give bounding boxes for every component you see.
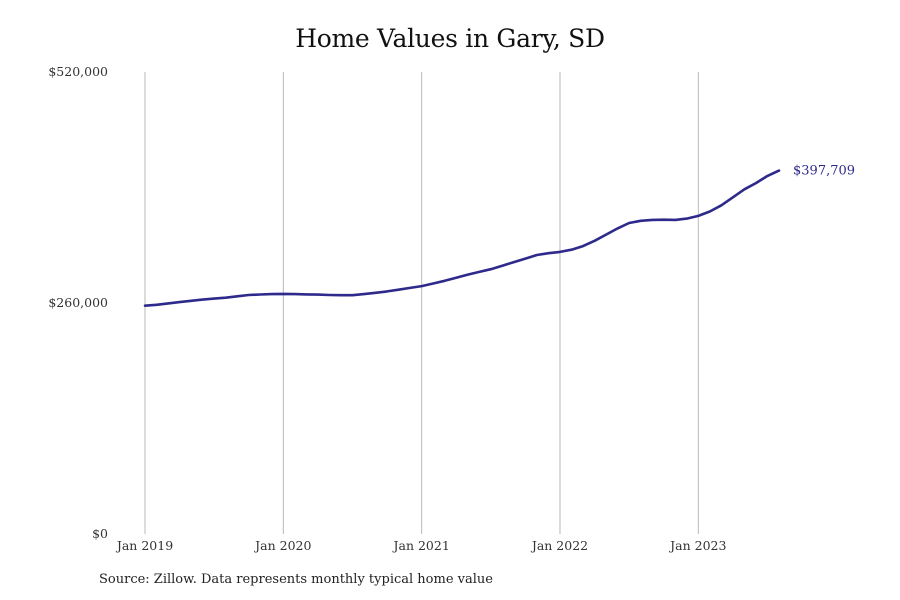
x-tick-label: Jan 2020 — [253, 538, 311, 553]
x-tick-label: Jan 2023 — [668, 538, 726, 553]
end-value-label: $397,709 — [793, 164, 855, 179]
y-tick-label: $260,000 — [48, 295, 108, 310]
y-tick-label: $0 — [92, 526, 108, 541]
chart-title: Home Values in Gary, SD — [295, 24, 605, 53]
x-tick-label: Jan 2019 — [115, 538, 173, 553]
axis-ticks: Jan 2019 Jan 2020 Jan 2021 Jan 2022 Jan 2023… — [48, 64, 726, 553]
y-tick-label: $520,000 — [48, 64, 108, 79]
x-tick-label: Jan 2021 — [391, 538, 449, 553]
grid-lines — [144, 72, 699, 534]
x-tick-label: Jan 2022 — [530, 538, 588, 553]
source-note: Source: Zillow. Data represents monthly … — [99, 572, 493, 587]
series-line — [143, 169, 781, 307]
series-lines — [143, 169, 781, 307]
